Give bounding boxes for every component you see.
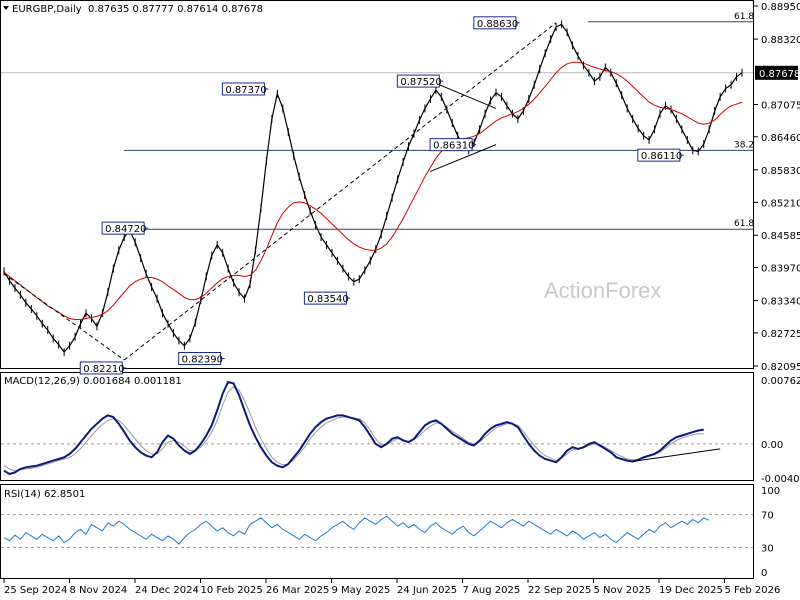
trendline	[430, 80, 497, 109]
layer-axes: 0.88950 0.88320 0.87075 0.86460 0.85830 0.852…	[3, 2, 800, 596]
symbol-header: EURGBP,Daily 0.87635 0.87777 0.87614 0.8…	[3, 4, 263, 15]
price-y-tick-label: 0.84585	[761, 231, 800, 242]
price-y-tick-label: 0.86460	[761, 133, 800, 144]
x-tick-label: 26 Mar 2025	[266, 585, 329, 596]
rsi-label: RSI(14) 62.8501	[4, 489, 85, 500]
rsi-panel-frame	[0, 484, 754, 579]
price-y-tick-label: 0.82725	[761, 329, 800, 340]
x-tick-label: 8 Nov 2024	[70, 585, 128, 596]
price-label-text: 0.88630	[477, 19, 518, 30]
macd-y-tick-label: 0.00	[761, 440, 783, 451]
price-y-tick-label: 0.85210	[761, 198, 800, 209]
x-tick-label: 7 Aug 2025	[463, 585, 521, 596]
macd-y-tick-label: -0.004073	[761, 474, 800, 485]
rsi-y-tick-label: 100	[761, 486, 780, 497]
price-y-tick-label: 0.88320	[761, 35, 800, 46]
macd-trendline	[632, 448, 721, 462]
macd-line	[3, 380, 704, 476]
x-tick-label: 25 Sep 2024	[4, 585, 67, 596]
ohlc-values: 0.87635 0.87777 0.87614 0.87678	[88, 4, 263, 15]
trendline	[430, 144, 497, 172]
rsi-line	[3, 515, 710, 545]
price-label-text: 0.87370	[225, 85, 266, 96]
price-y-tick-label: 0.82095	[761, 362, 800, 373]
x-tick-label: 5 Feb 2026	[725, 585, 781, 596]
layer-annotations: 61.8 38.2 61.8 0.88630 0.87520 0.87370 0.86310…	[3, 12, 754, 462]
price-label-text: 0.84720	[105, 224, 146, 235]
price-label-text: 0.82390	[182, 355, 223, 366]
fib-level-label: 61.8	[734, 12, 754, 22]
current-price-badge	[755, 65, 798, 80]
price-label-text: 0.86310	[433, 141, 474, 152]
moving-average-line	[3, 61, 743, 320]
price-y-tick-label: 0.85830	[761, 166, 800, 177]
rsi-y-tick-label: 70	[761, 511, 774, 522]
x-tick-label: 9 May 2025	[332, 585, 391, 596]
price-label-text: 0.82210	[83, 364, 124, 375]
price-y-tick-label: 0.83970	[761, 264, 800, 275]
macd-panel-frame	[0, 372, 754, 481]
price-y-tick-label: 0.88950	[761, 2, 800, 13]
x-tick-label: 22 Sep 2025	[528, 585, 591, 596]
fib-level-label: 38.2	[734, 140, 754, 150]
current-price-label: 0.87678	[759, 69, 800, 80]
macd-y-tick-label: 0.007623	[761, 376, 800, 387]
price-y-tick-label: 0.87075	[761, 100, 800, 111]
macd-label: MACD(12,26,9) 0.001684 0.001181	[4, 376, 182, 387]
price-label-text: 0.86110	[641, 151, 682, 162]
symbol-label: EURGBP,Daily	[12, 4, 82, 15]
x-tick-label: 24 Dec 2024	[135, 585, 199, 596]
x-tick-label: 5 Nov 2025	[594, 585, 652, 596]
price-label-text: 0.83540	[307, 294, 348, 305]
rsi-y-tick-label: 0	[761, 568, 767, 579]
trendline	[123, 22, 557, 361]
rsi-y-tick-label: 30	[761, 543, 774, 554]
price-panel-frame	[0, 0, 754, 369]
watermark: ActionForex	[544, 278, 661, 303]
x-tick-label: 24 Jun 2025	[397, 585, 457, 596]
x-tick-label: 10 Feb 2025	[201, 585, 263, 596]
symbol-dropdown-icon[interactable]	[3, 6, 9, 10]
x-tick-label: 19 Dec 2025	[659, 585, 723, 596]
trendline	[3, 273, 125, 361]
price-label-text: 0.87520	[400, 77, 441, 88]
macd-signal-line	[3, 386, 704, 472]
price-y-tick-label: 0.83340	[761, 297, 800, 308]
fib-level-label: 61.8	[734, 219, 754, 229]
